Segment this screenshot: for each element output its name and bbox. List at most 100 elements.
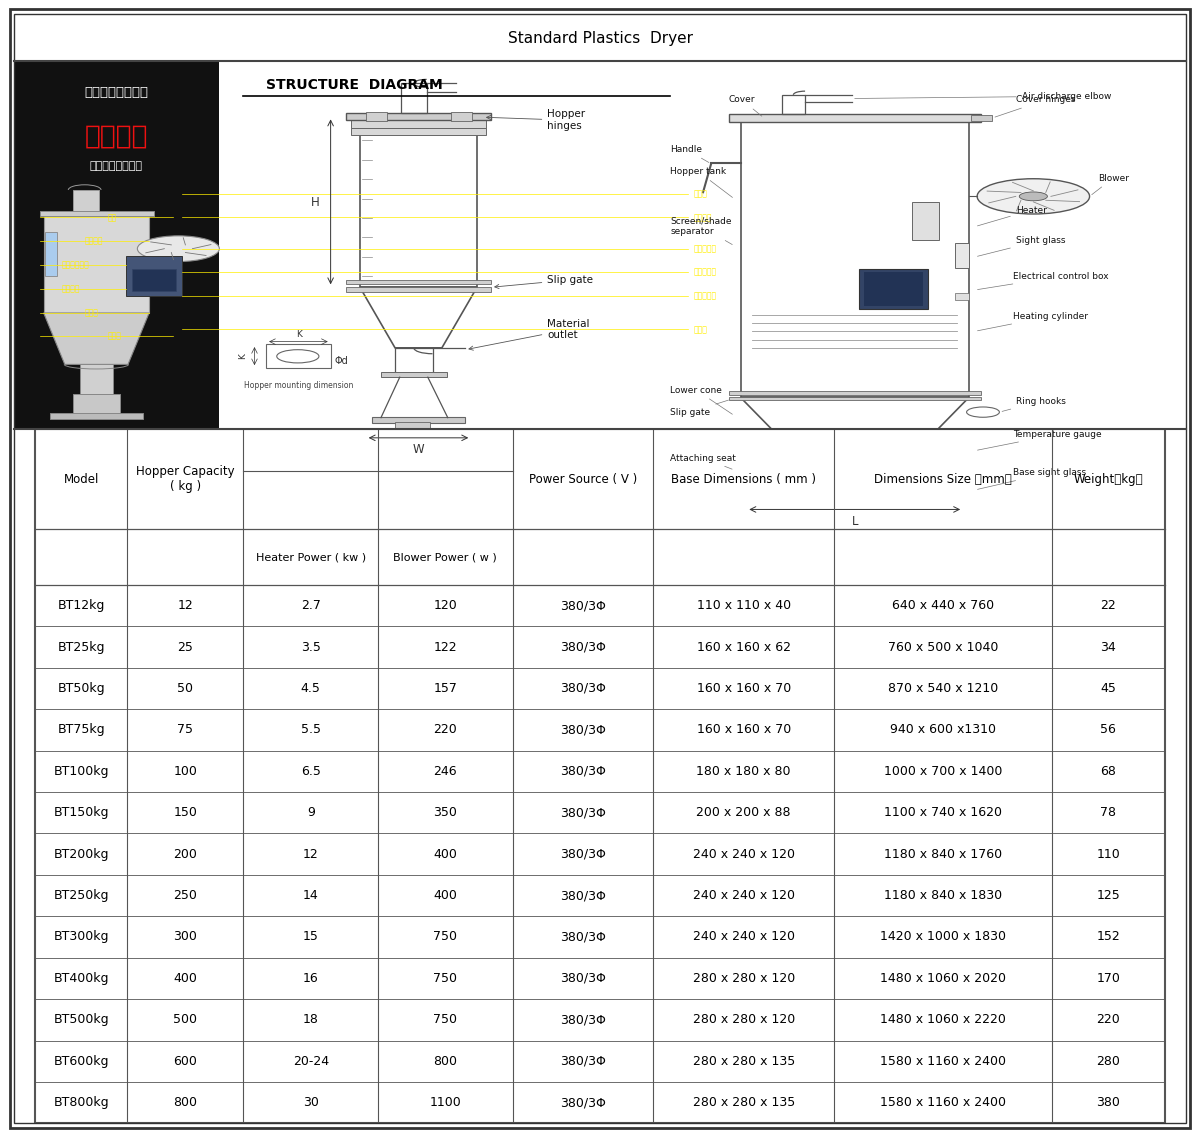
Text: 380/3Φ: 380/3Φ [560, 1013, 606, 1027]
Text: Heater Power ( kw ): Heater Power ( kw ) [256, 553, 366, 562]
Text: 122: 122 [433, 640, 457, 654]
Bar [350, 121, 486, 127]
Text: 加热筒: 加热筒 [694, 325, 708, 334]
Text: Electrical control box: Electrical control box [978, 272, 1109, 290]
Text: 220: 220 [1097, 1013, 1120, 1027]
Bar [859, 269, 928, 309]
Text: 750: 750 [433, 972, 457, 985]
Bar [73, 190, 98, 214]
Text: 34: 34 [1100, 640, 1116, 654]
Text: 2.7: 2.7 [301, 599, 320, 612]
Text: 经济型料斗干燥机: 经济型料斗干燥机 [84, 86, 149, 99]
Text: 12: 12 [178, 599, 193, 612]
Text: Screen/shade
separator: Screen/shade separator [671, 217, 732, 244]
Polygon shape [43, 313, 149, 364]
Text: Cover: Cover [728, 96, 762, 116]
Bar [266, 345, 331, 368]
Text: Sight glass: Sight glass [978, 236, 1066, 256]
Text: Weight（kg）: Weight（kg） [1074, 473, 1144, 485]
Text: 68: 68 [1100, 765, 1116, 778]
Text: STRUCTURE  DIAGRAM: STRUCTURE DIAGRAM [266, 78, 443, 92]
Text: 600: 600 [173, 1055, 197, 1068]
Text: 750: 750 [433, 930, 457, 944]
Text: BT50kg: BT50kg [58, 682, 106, 695]
Text: Hopper mounting dimension: Hopper mounting dimension [245, 381, 354, 390]
Text: 合金多节: 合金多节 [61, 284, 79, 293]
Text: H: H [311, 197, 319, 209]
Text: 56: 56 [1100, 723, 1116, 737]
Text: 1100 x 740 x 1620: 1100 x 740 x 1620 [884, 806, 1002, 820]
Bar [73, 393, 120, 414]
Bar [80, 364, 113, 393]
Text: 380/3Φ: 380/3Φ [560, 1096, 606, 1110]
Text: Slip gate: Slip gate [494, 275, 593, 289]
Text: 800: 800 [173, 1096, 197, 1110]
Text: 110 x 110 x 40: 110 x 110 x 40 [697, 599, 791, 612]
Text: 380/3Φ: 380/3Φ [560, 682, 606, 695]
Text: 1480 x 1060 x 2020: 1480 x 1060 x 2020 [880, 972, 1006, 985]
Text: Model: Model [64, 473, 100, 485]
Text: 1580 x 1160 x 2400: 1580 x 1160 x 2400 [880, 1055, 1006, 1068]
Text: Slip gate: Slip gate [671, 400, 728, 416]
Text: Standard Plastics  Dryer: Standard Plastics Dryer [508, 31, 692, 45]
Bar [360, 130, 478, 288]
Bar [912, 202, 940, 240]
Text: 170: 170 [1097, 972, 1120, 985]
Text: BT400kg: BT400kg [54, 972, 109, 985]
Bar [758, 464, 950, 476]
Bar [395, 348, 432, 375]
Text: 940 x 600 x1310: 940 x 600 x1310 [890, 723, 996, 737]
Bar [740, 483, 968, 495]
Bar [728, 114, 980, 122]
Text: 9: 9 [307, 806, 314, 820]
Bar [132, 268, 176, 291]
Text: BT600kg: BT600kg [54, 1055, 109, 1068]
Text: 380/3Φ: 380/3Φ [560, 765, 606, 778]
Text: 350: 350 [433, 806, 457, 820]
Bar [14, 61, 220, 429]
Text: 380/3Φ: 380/3Φ [560, 640, 606, 654]
Bar [346, 113, 491, 121]
Text: 160 x 160 x 70: 160 x 160 x 70 [697, 723, 791, 737]
Text: Blower Power ( w ): Blower Power ( w ) [394, 553, 497, 562]
Text: 380/3Φ: 380/3Φ [560, 848, 606, 861]
Text: 25: 25 [178, 640, 193, 654]
Text: 铝料斗: 铝料斗 [85, 308, 98, 317]
Text: 78: 78 [1100, 806, 1116, 820]
Bar [40, 211, 154, 216]
Text: 760 x 500 x 1040: 760 x 500 x 1040 [888, 640, 998, 654]
Text: 152: 152 [1097, 930, 1120, 944]
Text: 18: 18 [302, 1013, 319, 1027]
Bar [380, 372, 446, 377]
Text: Hopper
hinges: Hopper hinges [486, 109, 586, 131]
Text: 更详细的了解产品: 更详细的了解产品 [90, 161, 143, 171]
Text: 640 x 440 x 760: 640 x 440 x 760 [892, 599, 994, 612]
Text: 智能温控器: 智能温控器 [694, 244, 716, 254]
Text: 800: 800 [433, 1055, 457, 1068]
Text: 100: 100 [173, 765, 197, 778]
Text: Base sight glass: Base sight glass [978, 468, 1086, 489]
Text: 870 x 540 x 1210: 870 x 540 x 1210 [888, 682, 998, 695]
Text: BT75kg: BT75kg [58, 723, 106, 737]
Text: 240 x 240 x 120: 240 x 240 x 120 [692, 889, 794, 902]
Bar [350, 127, 486, 135]
Text: Cover hinges: Cover hinges [995, 96, 1075, 117]
Text: 280 x 280 x 120: 280 x 280 x 120 [692, 1013, 794, 1027]
Text: 240 x 240 x 120: 240 x 240 x 120 [692, 930, 794, 944]
Text: Attaching seat: Attaching seat [671, 454, 736, 470]
Text: K: K [296, 330, 302, 339]
Text: 380/3Φ: 380/3Φ [560, 806, 606, 820]
Text: BT500kg: BT500kg [54, 1013, 109, 1027]
Text: 1420 x 1000 x 1830: 1420 x 1000 x 1830 [880, 930, 1006, 944]
Text: Blower: Blower [1092, 174, 1129, 194]
Text: 380/3Φ: 380/3Φ [560, 889, 606, 902]
Text: Lower cone: Lower cone [671, 385, 732, 414]
Text: 无鐵氟龙隔热: 无鐵氟龙隔热 [61, 260, 89, 269]
Bar [395, 423, 430, 431]
Bar [346, 287, 491, 292]
Text: 400: 400 [173, 972, 197, 985]
Text: Ring hooks: Ring hooks [1002, 397, 1066, 412]
Text: 6.5: 6.5 [301, 765, 320, 778]
Text: 380/3Φ: 380/3Φ [560, 723, 606, 737]
Text: 400: 400 [433, 889, 457, 902]
